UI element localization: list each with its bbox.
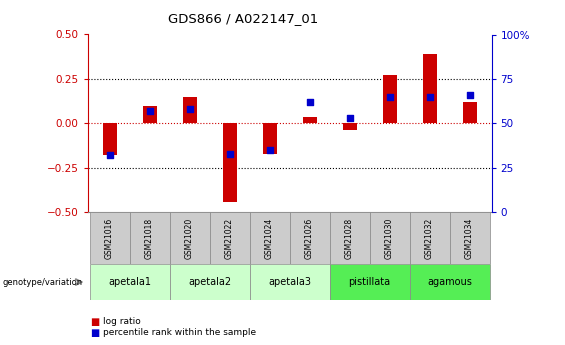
FancyBboxPatch shape bbox=[370, 212, 410, 264]
Point bbox=[105, 152, 114, 158]
Text: GSM21022: GSM21022 bbox=[225, 217, 234, 259]
Text: genotype/variation: genotype/variation bbox=[3, 277, 83, 287]
Text: apetala1: apetala1 bbox=[108, 277, 151, 287]
Text: GDS866 / A022147_01: GDS866 / A022147_01 bbox=[168, 12, 318, 25]
Text: GSM21034: GSM21034 bbox=[465, 217, 474, 259]
Text: GSM21016: GSM21016 bbox=[105, 217, 114, 259]
Text: GSM21020: GSM21020 bbox=[185, 217, 194, 259]
Text: pistillata: pistillata bbox=[349, 277, 390, 287]
Point bbox=[345, 115, 354, 121]
Point bbox=[425, 94, 434, 99]
Text: GSM21018: GSM21018 bbox=[145, 217, 154, 259]
FancyBboxPatch shape bbox=[450, 212, 489, 264]
Point bbox=[305, 99, 314, 105]
FancyBboxPatch shape bbox=[329, 212, 370, 264]
FancyBboxPatch shape bbox=[250, 264, 329, 300]
Point bbox=[185, 106, 194, 112]
Text: GSM21024: GSM21024 bbox=[265, 217, 274, 259]
Point bbox=[265, 147, 274, 153]
Bar bbox=[103, 124, 116, 155]
Point bbox=[145, 108, 154, 114]
Text: GSM21032: GSM21032 bbox=[425, 217, 434, 259]
Text: ■: ■ bbox=[90, 328, 99, 338]
FancyBboxPatch shape bbox=[410, 264, 489, 300]
Bar bbox=[223, 124, 237, 201]
Bar bbox=[142, 106, 157, 124]
Bar bbox=[303, 117, 316, 124]
FancyBboxPatch shape bbox=[329, 264, 410, 300]
FancyBboxPatch shape bbox=[410, 212, 450, 264]
Text: log ratio: log ratio bbox=[103, 317, 141, 326]
FancyBboxPatch shape bbox=[250, 212, 289, 264]
Text: agamous: agamous bbox=[427, 277, 472, 287]
Text: GSM21030: GSM21030 bbox=[385, 217, 394, 259]
FancyBboxPatch shape bbox=[170, 264, 250, 300]
Text: apetala2: apetala2 bbox=[188, 277, 231, 287]
Point bbox=[465, 92, 474, 98]
Text: GSM21026: GSM21026 bbox=[305, 217, 314, 259]
FancyBboxPatch shape bbox=[90, 264, 170, 300]
Text: percentile rank within the sample: percentile rank within the sample bbox=[103, 328, 256, 337]
Bar bbox=[182, 97, 197, 124]
FancyBboxPatch shape bbox=[170, 212, 210, 264]
Text: GSM21028: GSM21028 bbox=[345, 217, 354, 259]
Point bbox=[385, 94, 394, 99]
Bar bbox=[263, 124, 276, 154]
Text: apetala3: apetala3 bbox=[268, 277, 311, 287]
FancyBboxPatch shape bbox=[289, 212, 329, 264]
Bar bbox=[342, 124, 357, 130]
FancyBboxPatch shape bbox=[90, 212, 129, 264]
FancyBboxPatch shape bbox=[210, 212, 250, 264]
FancyBboxPatch shape bbox=[129, 212, 170, 264]
Bar bbox=[423, 54, 437, 124]
Point bbox=[225, 151, 234, 156]
Text: ■: ■ bbox=[90, 317, 99, 326]
Bar bbox=[463, 102, 476, 124]
Bar bbox=[383, 75, 397, 124]
